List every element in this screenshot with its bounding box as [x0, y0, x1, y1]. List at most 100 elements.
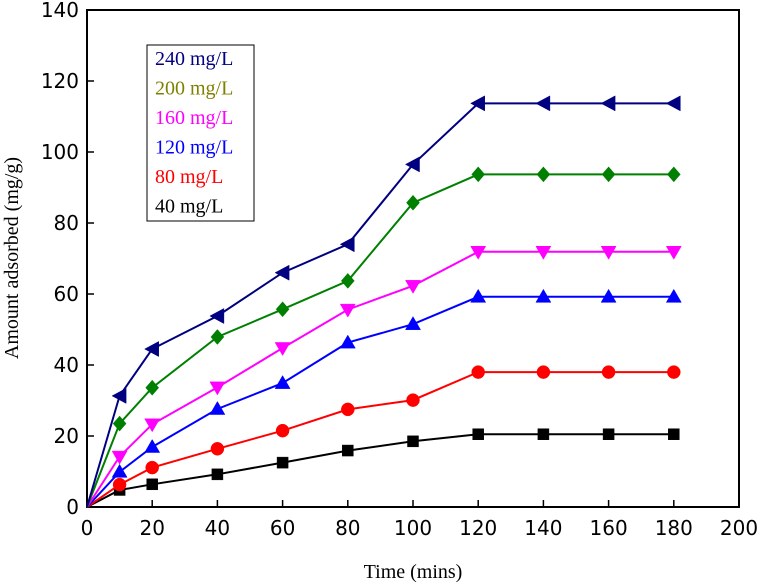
series-200-mg-l [86, 166, 681, 508]
data-point [406, 393, 420, 407]
y-tick-label: 100 [41, 140, 79, 164]
y-tick-label: 40 [54, 353, 79, 377]
data-point [535, 95, 551, 112]
y-tick-label: 120 [41, 69, 79, 93]
series-line [86, 295, 674, 508]
legend-entry: 40 mg/L [155, 196, 223, 218]
data-point [600, 246, 617, 260]
x-tick-label: 40 [205, 516, 230, 540]
data-point [209, 401, 226, 415]
data-point [536, 365, 551, 379]
data-point [111, 387, 127, 404]
data-point [535, 246, 552, 260]
data-point [472, 428, 484, 440]
data-point [601, 365, 616, 379]
legend-entry: 120 mg/L [155, 137, 233, 159]
data-point [112, 477, 127, 492]
data-point [146, 478, 158, 491]
data-point [471, 365, 485, 379]
y-tick-label: 80 [54, 211, 79, 235]
series-160-mg-l [86, 246, 682, 508]
x-tick-label: 140 [524, 516, 562, 540]
x-tick-label: 180 [655, 516, 693, 540]
x-tick-label: 80 [335, 516, 360, 540]
data-point [339, 236, 355, 253]
data-point [405, 316, 421, 330]
data-point [601, 166, 616, 183]
y-axis-title: Amount adsorbed (mg/g) [1, 157, 23, 359]
data-point [406, 194, 420, 211]
series-80-mg-l [86, 365, 681, 508]
data-point [211, 468, 224, 481]
data-point [275, 301, 290, 318]
data-point [145, 460, 159, 475]
series-240-mg-l [86, 95, 681, 508]
legend-entry: 200 mg/L [155, 78, 233, 100]
data-point [144, 418, 161, 433]
data-point [209, 308, 225, 324]
data-point [340, 272, 355, 289]
data-point [276, 456, 289, 469]
data-point [210, 329, 225, 345]
data-point [535, 288, 552, 303]
axis-ticks: 0 20 40 60 80 100 120 140 160 180 200 0 20 40 60 80 100 1… [41, 0, 758, 540]
x-tick-label: 160 [590, 516, 628, 540]
x-axis-title: Time (mins) [364, 561, 463, 583]
x-tick-label: 20 [139, 516, 164, 540]
data-point [339, 303, 356, 318]
x-tick-label: 100 [394, 516, 432, 540]
data-point [144, 439, 161, 453]
data-point [470, 246, 487, 260]
data-point [600, 95, 616, 112]
data-point [342, 444, 354, 457]
data-point [404, 156, 420, 173]
x-tick-label: 60 [270, 516, 295, 540]
data-point [536, 166, 551, 183]
data-point [666, 166, 681, 183]
x-tick-label: 200 [720, 516, 758, 540]
data-point [600, 288, 617, 303]
data-point [665, 288, 682, 303]
data-point [274, 342, 291, 356]
data-point [470, 95, 485, 112]
data-point [665, 246, 682, 260]
data-point [341, 402, 355, 417]
series-line [86, 371, 674, 508]
data-point [665, 95, 681, 112]
data-point [602, 428, 615, 440]
y-tick-label: 140 [41, 0, 79, 22]
data-point [274, 264, 290, 281]
data-point [471, 166, 486, 183]
data-point [339, 334, 356, 349]
data-point [537, 428, 550, 440]
data-point [210, 442, 225, 456]
x-tick-label: 0 [81, 516, 94, 540]
data-point [470, 288, 487, 303]
data-point [209, 381, 226, 396]
data-point [405, 280, 421, 294]
data-point [145, 379, 160, 396]
x-tick-label: 120 [459, 516, 497, 540]
legend-entry: 240 mg/L [155, 48, 233, 70]
series-40-mg-l [86, 428, 680, 508]
legend-box [146, 44, 255, 222]
series-line [86, 433, 674, 508]
legend: 240 mg/L 200 mg/L 160 mg/L 120 mg/L 80 mg/L 4… [146, 44, 255, 222]
data-point [407, 435, 419, 448]
series-line [86, 250, 674, 508]
y-tick-label: 60 [54, 282, 79, 306]
y-tick-label: 20 [54, 424, 79, 448]
legend-entry: 80 mg/L [155, 166, 223, 188]
legend-entry: 160 mg/L [155, 107, 233, 129]
data-point [275, 423, 290, 438]
data-point [112, 415, 127, 432]
series-line [86, 173, 674, 508]
series-layer [86, 95, 682, 508]
data-point [144, 341, 159, 357]
data-point [667, 365, 681, 379]
y-tick-label: 0 [66, 495, 79, 519]
data-point [111, 450, 128, 465]
data-point [274, 375, 291, 389]
data-point [111, 463, 128, 478]
